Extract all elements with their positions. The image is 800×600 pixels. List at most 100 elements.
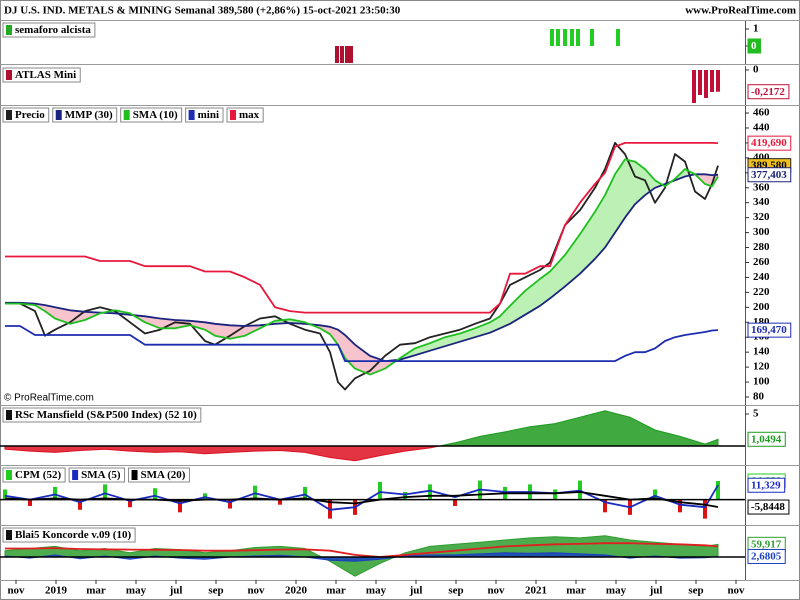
bar: [553, 489, 557, 500]
ribbon: [205, 322, 215, 336]
x-tick-label: jul: [409, 585, 423, 597]
bar: [698, 70, 702, 95]
x-tick-label: sep: [208, 585, 223, 597]
legend-icon: [6, 110, 12, 120]
bar: [704, 70, 708, 98]
legend-label: Blai5 Koncorde v.09 (10): [15, 529, 131, 541]
legend-box: [2, 67, 81, 83]
bar: [453, 499, 457, 506]
x-tick-label: nov: [7, 585, 25, 597]
value-box-label: 169,470: [751, 324, 787, 336]
bar: [590, 28, 594, 46]
legend-box: [226, 107, 264, 123]
value-box: [747, 431, 786, 447]
ribbon: [595, 195, 605, 259]
value-box: [747, 84, 790, 100]
bar: [340, 45, 344, 63]
legend-item: mini: [185, 107, 224, 123]
legend-item: semaforo alcista: [2, 22, 96, 38]
x-tick-label: nov: [247, 585, 265, 597]
legend-icon: [6, 470, 12, 480]
bar: [103, 484, 107, 500]
y-tick-label: 0: [753, 64, 759, 76]
plot: [692, 70, 720, 103]
x-tick-label: may: [366, 585, 387, 597]
ribbon: [605, 174, 615, 248]
legend-label: max: [239, 109, 260, 121]
legend-label: MMP (30): [65, 109, 113, 121]
bar: [716, 480, 720, 500]
x-tick-label: mar: [86, 585, 106, 597]
bar: [616, 28, 620, 46]
legend-icon: [6, 70, 12, 80]
bar: [3, 489, 7, 500]
bar: [678, 499, 682, 513]
x-tick-label: may: [606, 585, 627, 597]
legend-icon: [188, 110, 195, 120]
x-tick-label: sep: [688, 585, 703, 597]
bar: [428, 484, 432, 500]
legend-item: MMP (30): [52, 107, 118, 123]
legend-box: [2, 107, 50, 123]
legend-box: [2, 407, 202, 423]
bar: [563, 28, 567, 46]
bar: [653, 489, 657, 500]
bar: [153, 488, 157, 500]
legend-box: [2, 22, 96, 38]
legend-label: mini: [198, 109, 219, 121]
y-tick-label: 260: [753, 256, 770, 268]
value-box: [747, 135, 792, 151]
legend-label: CPM (52): [15, 469, 61, 481]
bar: [716, 70, 720, 92]
line: [5, 325, 719, 362]
legend-box: [128, 467, 190, 483]
value-box: [747, 167, 792, 183]
ribbon: [615, 159, 625, 233]
bar: [335, 45, 339, 63]
x-tick-label: sep: [448, 585, 463, 597]
bar: [576, 28, 580, 46]
value-box-label: 11,329: [751, 479, 781, 491]
ribbon: [145, 316, 160, 329]
ribbon: [338, 329, 345, 359]
legend-item: max: [226, 107, 264, 123]
ribbon: [355, 344, 370, 375]
y-tick-label: 120: [753, 361, 770, 373]
legend-item: Blai5 Koncorde v.09 (10): [2, 527, 136, 543]
value-box: [747, 38, 761, 54]
y-tick-label: 360: [753, 181, 770, 193]
y-tick-label: 240: [753, 271, 770, 283]
y-tick-label: 320: [753, 211, 770, 223]
bar: [178, 499, 182, 513]
legend-label: SMA (5): [81, 469, 121, 481]
x-tick-label: 2021: [525, 585, 547, 597]
y-tick-label: 5: [753, 408, 759, 420]
y-tick-label: 440: [753, 122, 770, 134]
value-box: [747, 477, 786, 493]
x-tick-label: nov: [487, 585, 505, 597]
line: [5, 142, 719, 314]
legend-item: SMA (10): [120, 107, 183, 123]
value-box: [747, 322, 792, 338]
bar: [28, 499, 32, 506]
ribbon: [635, 161, 645, 205]
bar: [228, 499, 232, 509]
legend-box: [52, 107, 118, 123]
bar: [378, 481, 382, 500]
legend-item: SMA (5): [68, 467, 126, 483]
legend-box: [120, 107, 183, 123]
x-tick-label: 2019: [45, 585, 68, 597]
legend-box: [2, 467, 66, 483]
x-tick-label: may: [126, 585, 147, 597]
y-tick-label: 220: [753, 286, 770, 298]
bar: [278, 499, 282, 505]
value-box-label: -5,8448: [751, 501, 785, 513]
legend-item: RSc Mansfield (S&P500 Index) (52 10): [2, 407, 202, 423]
legend-item: ATLAS Mini: [2, 67, 81, 83]
legend-item: CPM (52): [2, 467, 66, 483]
bar: [303, 486, 307, 500]
x-tick-label: mar: [326, 585, 346, 597]
ribbon: [45, 305, 55, 319]
legend-item: SMA (20): [128, 467, 190, 483]
